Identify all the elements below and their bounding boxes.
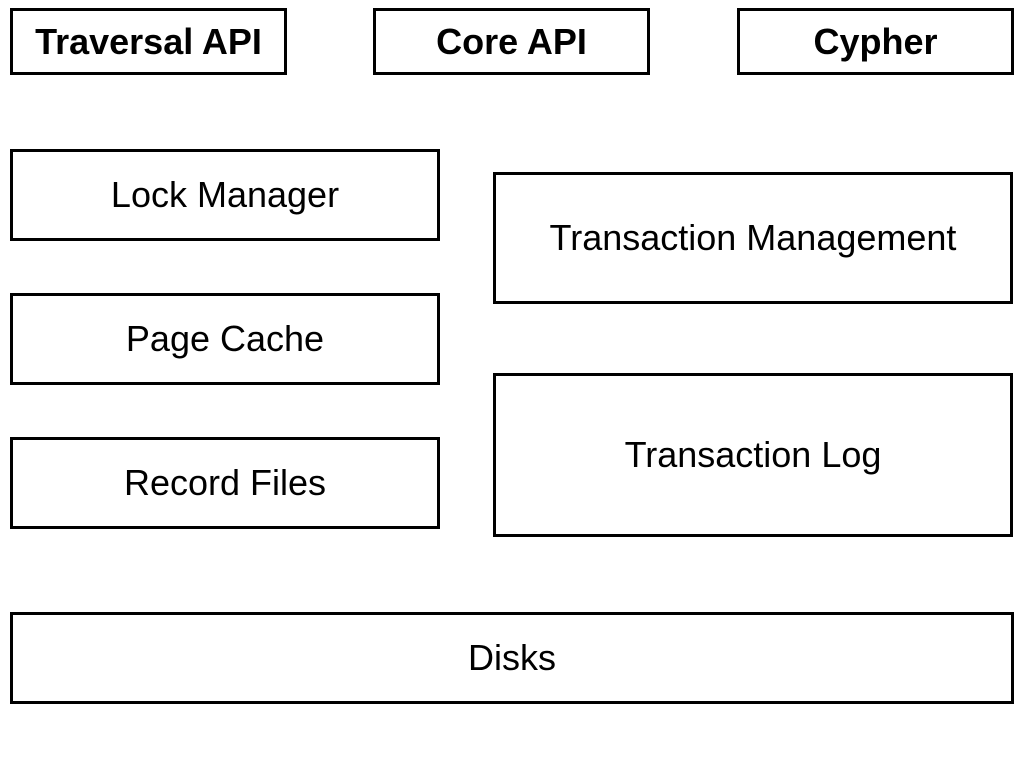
box-transaction-log: Transaction Log	[493, 373, 1013, 537]
box-label: Record Files	[124, 463, 326, 503]
box-label: Cypher	[813, 22, 937, 62]
box-label: Disks	[468, 638, 556, 678]
box-label: Transaction Management	[550, 218, 957, 258]
box-transaction-management: Transaction Management	[493, 172, 1013, 304]
architecture-diagram: Traversal API Core API Cypher Lock Manag…	[0, 0, 1024, 762]
box-label: Core API	[436, 22, 587, 62]
box-record-files: Record Files	[10, 437, 440, 529]
box-core-api: Core API	[373, 8, 650, 75]
box-label: Transaction Log	[625, 435, 882, 475]
box-traversal-api: Traversal API	[10, 8, 287, 75]
box-disks: Disks	[10, 612, 1014, 704]
box-label: Lock Manager	[111, 175, 339, 215]
box-lock-manager: Lock Manager	[10, 149, 440, 241]
box-cypher: Cypher	[737, 8, 1014, 75]
box-page-cache: Page Cache	[10, 293, 440, 385]
box-label: Traversal API	[35, 22, 262, 62]
box-label: Page Cache	[126, 319, 324, 359]
